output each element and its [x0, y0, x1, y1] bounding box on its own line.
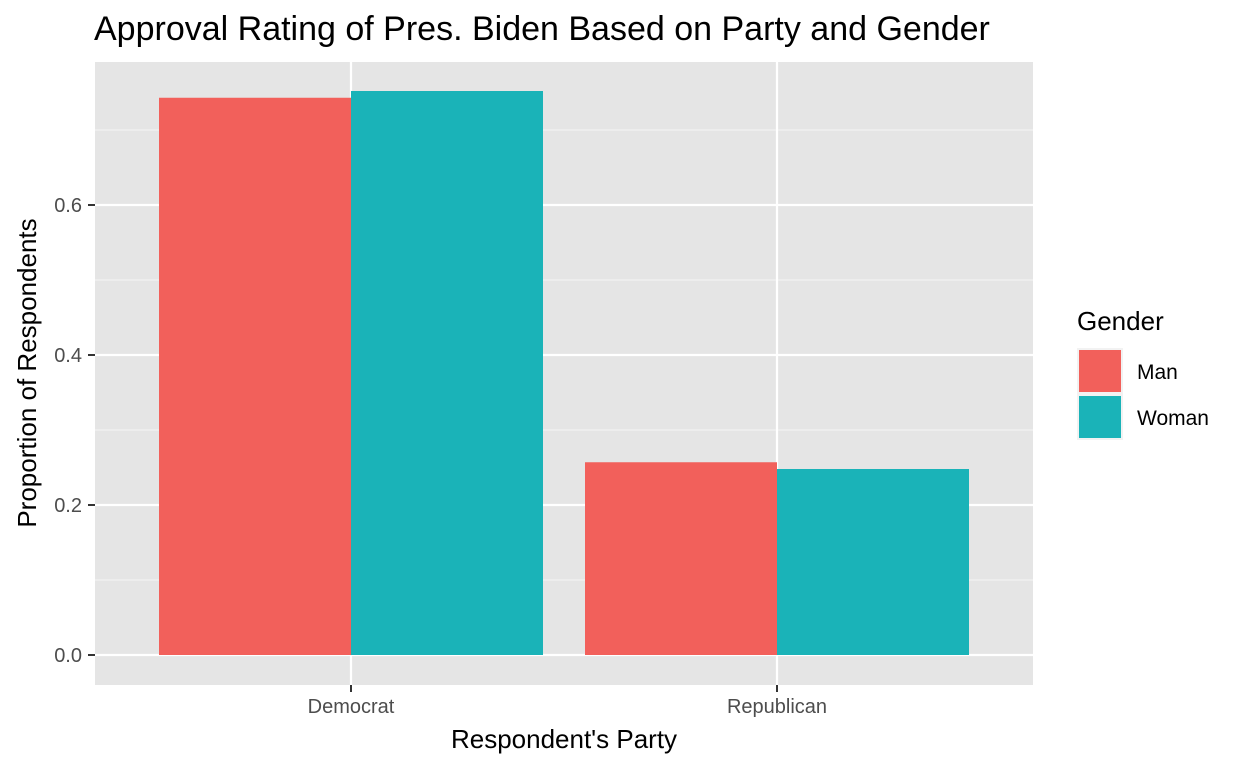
legend-title: Gender: [1077, 306, 1164, 336]
legend-key-woman: [1079, 396, 1121, 438]
bar-woman-democrat: [351, 91, 543, 655]
bars: [159, 91, 969, 655]
legend: Gender Man Woman: [1077, 306, 1209, 440]
legend-key-man: [1079, 350, 1121, 392]
chart-title: Approval Rating of Pres. Biden Based on …: [94, 10, 990, 48]
y-axis-title: Proportion of Respondents: [12, 218, 42, 527]
x-tick-label: Democrat: [308, 696, 395, 718]
y-tick-label: 0.0: [54, 645, 82, 667]
bar-man-republican: [585, 462, 777, 655]
y-tick-label: 0.2: [54, 495, 82, 517]
bar-woman-republican: [777, 469, 969, 655]
legend-label-woman: Woman: [1137, 407, 1209, 430]
y-axis: 0.0 0.2 0.4 0.6: [54, 195, 95, 667]
x-tick-label: Republican: [727, 696, 827, 718]
legend-label-man: Man: [1137, 361, 1178, 384]
x-axis-title: Respondent's Party: [451, 724, 677, 754]
x-axis: Democrat Republican: [308, 685, 827, 718]
y-tick-label: 0.4: [54, 345, 82, 367]
y-tick-label: 0.6: [54, 195, 82, 217]
bar-man-democrat: [159, 97, 351, 655]
